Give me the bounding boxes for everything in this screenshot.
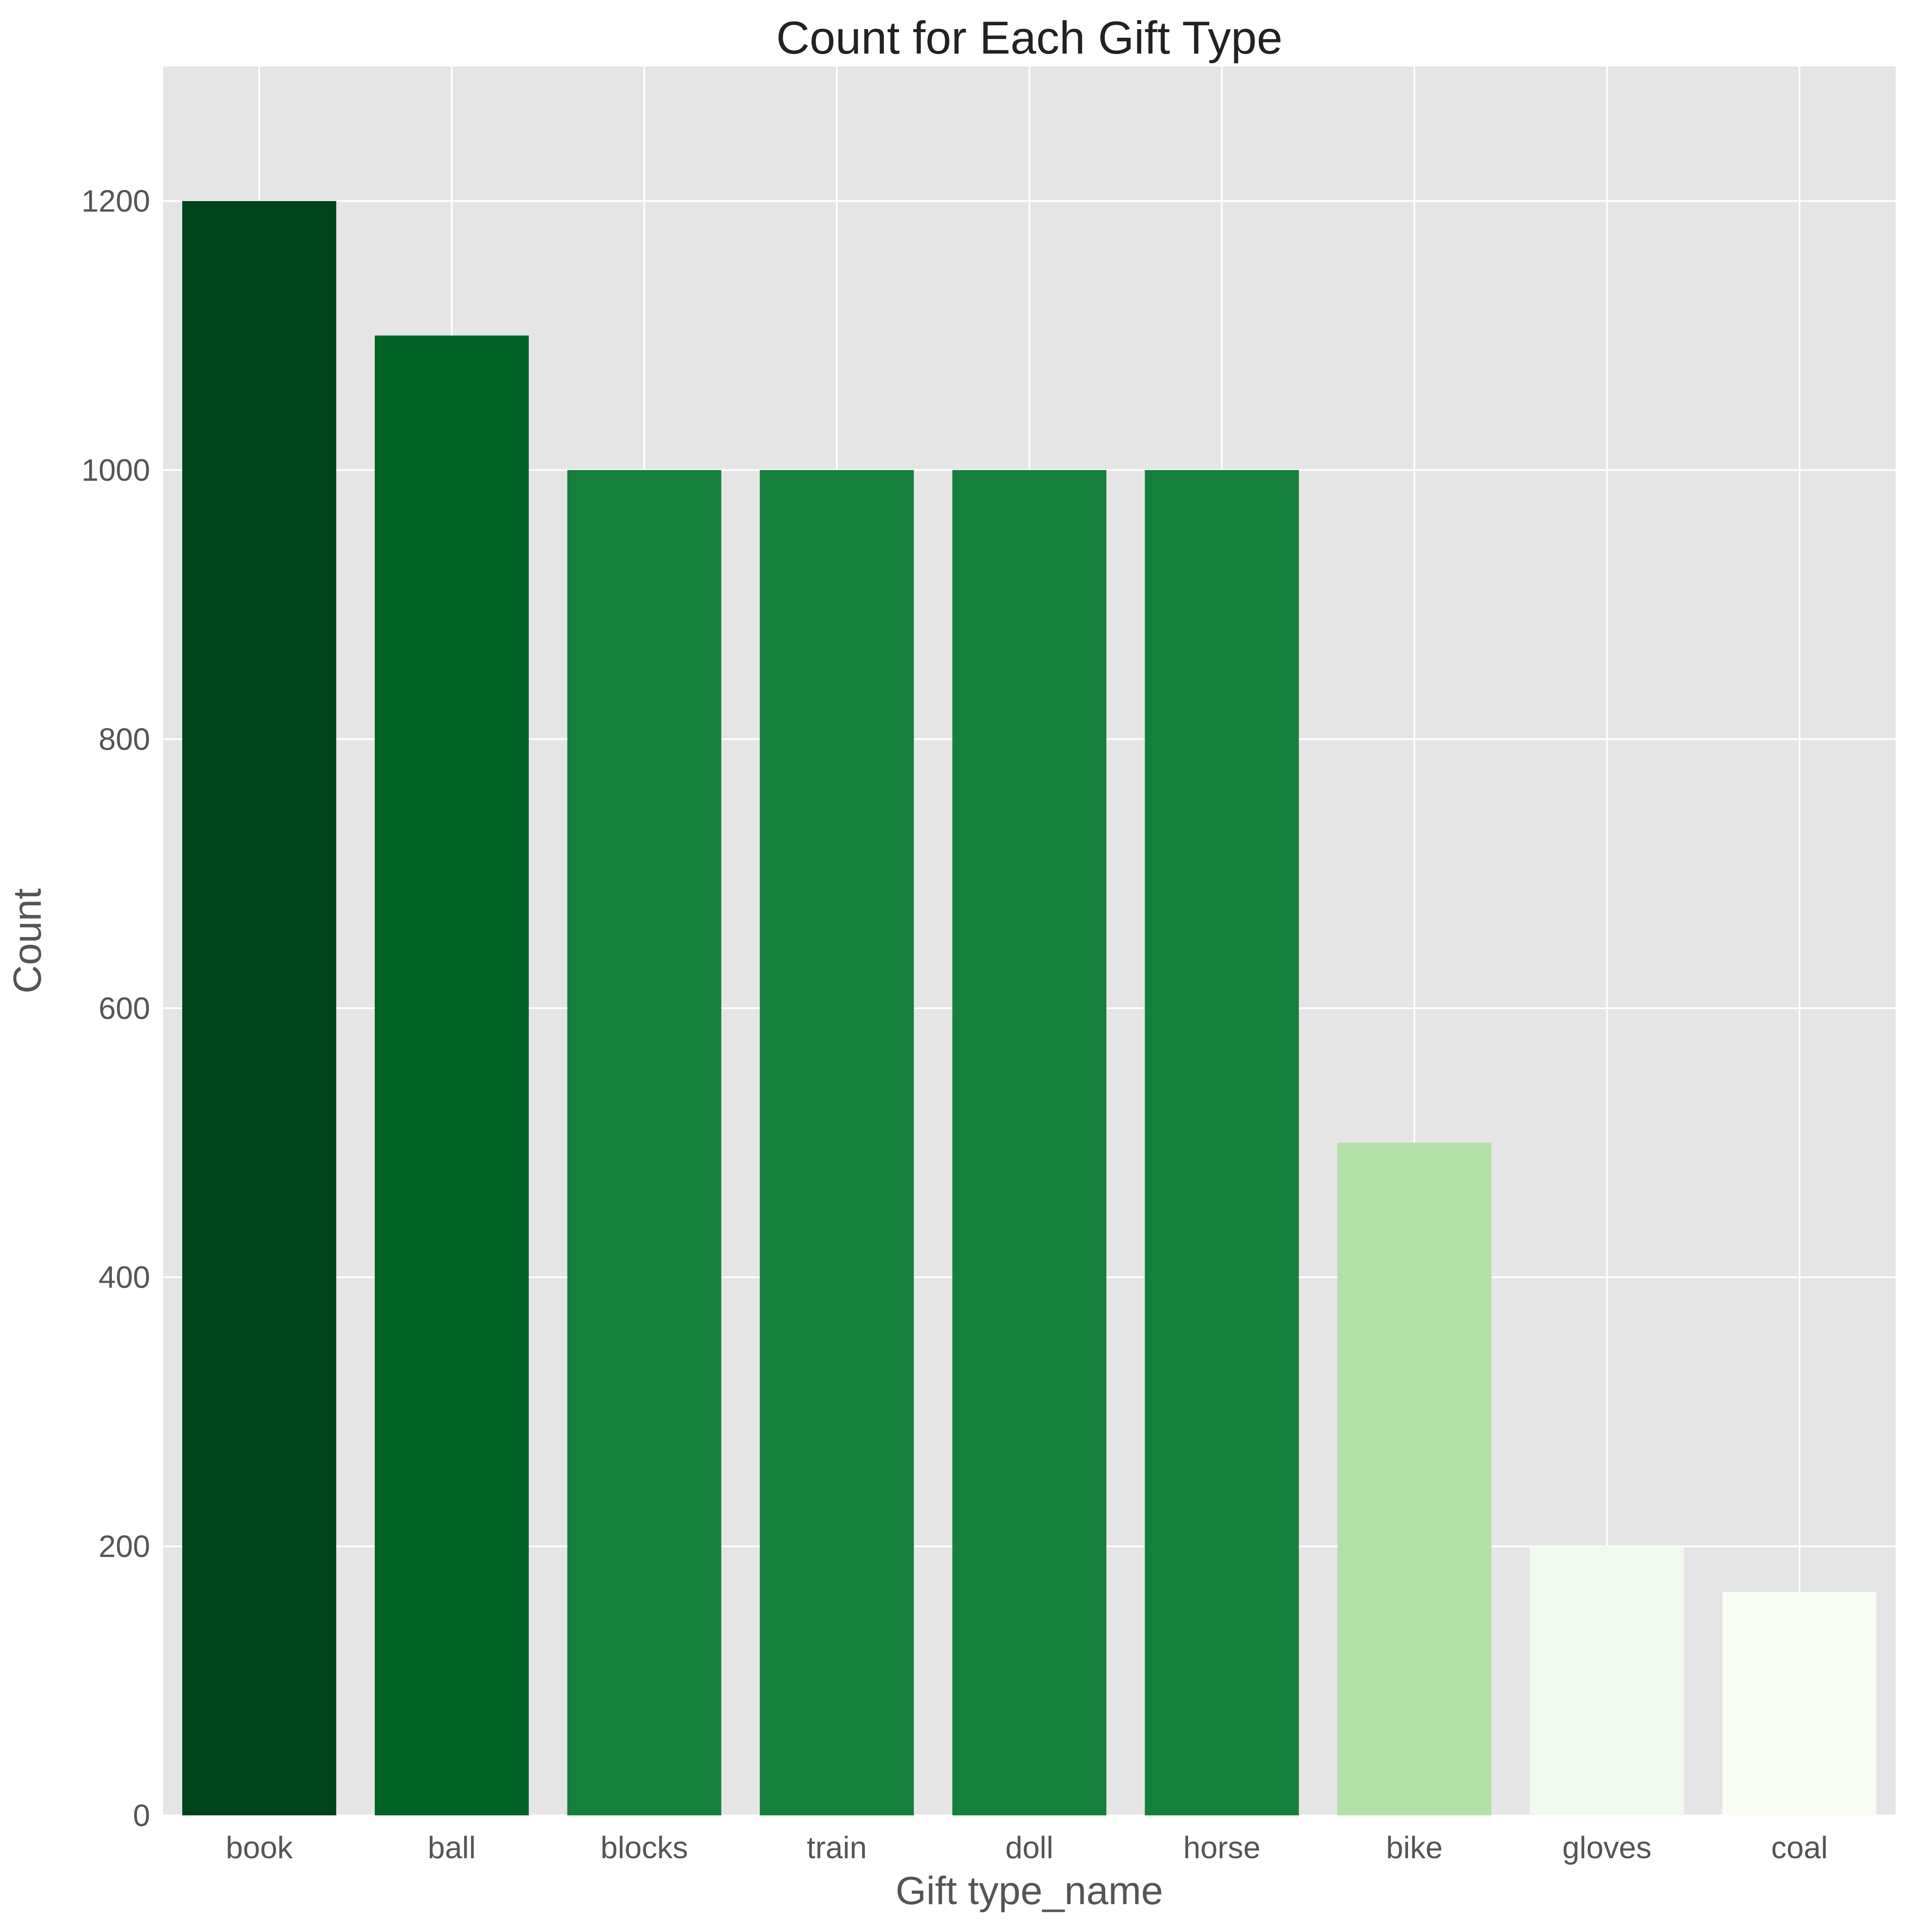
y-tick-label: 400 <box>99 1260 150 1295</box>
bar-coal <box>1722 1592 1877 1815</box>
y-tick-label: 1000 <box>81 453 150 488</box>
x-tick-label: gloves <box>1562 1831 1652 1865</box>
x-tick-label: train <box>807 1831 867 1865</box>
x-tick-label: doll <box>1005 1831 1053 1865</box>
y-tick-label: 1200 <box>81 184 150 219</box>
x-tick-label: horse <box>1183 1831 1261 1865</box>
x-tick-label: book <box>226 1831 293 1865</box>
y-tick-label: 0 <box>133 1799 150 1833</box>
bar-blocks <box>567 470 721 1815</box>
y-tick-label: 600 <box>99 992 150 1026</box>
bar-ball <box>374 335 529 1815</box>
x-tick-label: coal <box>1771 1831 1828 1865</box>
y-tick-labels: 0 200 400 600 800 1000 1200 <box>81 184 150 1833</box>
bar-gloves <box>1530 1546 1684 1815</box>
y-tick-label: 200 <box>99 1530 150 1564</box>
x-tick-labels: book ball blocks train doll horse bike gloves co… <box>226 1831 1827 1865</box>
chart-title: Count for Each Gift Type <box>776 12 1283 63</box>
bars <box>182 201 1877 1815</box>
y-tick-label: 800 <box>99 722 150 757</box>
x-tick-label: bike <box>1386 1831 1443 1865</box>
bar-horse <box>1145 470 1299 1815</box>
y-axis-label: Count <box>6 888 49 994</box>
x-axis-label: Gift type_name <box>896 1869 1163 1913</box>
bar-book <box>182 201 336 1815</box>
x-tick-label: blocks <box>600 1831 688 1865</box>
bar-train <box>760 470 914 1815</box>
bar-bike <box>1337 1142 1492 1815</box>
bar-doll <box>952 470 1107 1815</box>
x-tick-label: ball <box>428 1831 476 1865</box>
